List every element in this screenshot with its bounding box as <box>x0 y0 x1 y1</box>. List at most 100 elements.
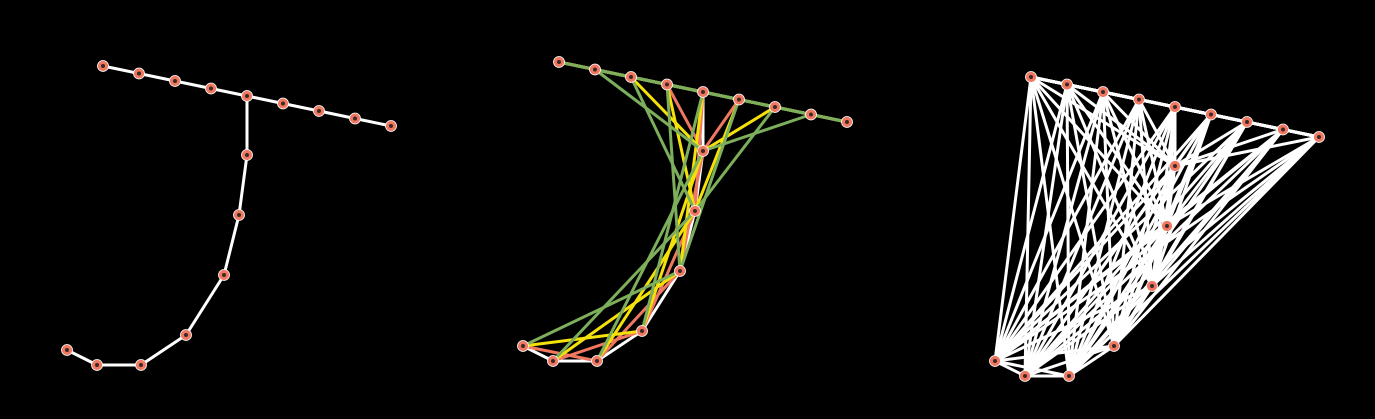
node-center <box>173 79 177 83</box>
edge <box>281 102 321 113</box>
edge <box>1067 135 1321 378</box>
edge-hop <box>521 329 644 348</box>
edge-hop <box>693 105 777 213</box>
node-center <box>281 101 285 106</box>
edge-hop <box>701 105 777 153</box>
node-center <box>222 273 226 277</box>
node-center <box>139 363 143 367</box>
node-center <box>209 86 213 91</box>
edge <box>993 98 1141 363</box>
node-center <box>773 105 777 109</box>
node-center <box>1067 374 1071 378</box>
edge <box>1150 113 1213 288</box>
node-center <box>353 116 357 121</box>
edge <box>184 273 226 337</box>
edge <box>1112 128 1285 348</box>
edge <box>1023 164 1177 378</box>
node-center <box>678 269 682 273</box>
edge-hop <box>678 98 741 273</box>
edge <box>245 94 285 105</box>
edge <box>993 90 1105 363</box>
node-center <box>593 67 597 72</box>
node-center <box>1137 97 1141 102</box>
edge <box>317 109 357 120</box>
edge <box>993 164 1177 363</box>
khop-graph <box>517 56 853 367</box>
edge-hop <box>701 98 741 153</box>
edge <box>1112 284 1154 348</box>
complete-graph <box>989 71 1325 382</box>
node-center <box>389 124 393 128</box>
node-center <box>845 120 849 124</box>
edge <box>993 83 1069 363</box>
edge <box>137 72 177 83</box>
edge <box>1173 120 1249 168</box>
edge-hop <box>595 329 644 363</box>
node-center <box>737 97 741 102</box>
edge <box>993 284 1154 363</box>
node-center <box>184 333 188 337</box>
node-center <box>1209 112 1213 117</box>
node-center <box>1023 374 1027 378</box>
node-center <box>1245 120 1249 124</box>
edge-hop <box>551 269 682 363</box>
node-center <box>993 359 997 363</box>
edge <box>1067 344 1116 378</box>
edge-hop <box>551 209 697 363</box>
edge <box>1173 128 1285 168</box>
node-center <box>65 348 69 352</box>
node-center <box>1317 135 1321 139</box>
edge <box>209 87 249 98</box>
tree-graph <box>61 60 397 371</box>
edge <box>1165 135 1321 228</box>
node-center <box>317 109 321 113</box>
edge <box>1150 224 1169 288</box>
edge <box>1173 135 1321 168</box>
node-center <box>95 363 99 367</box>
node-center <box>1173 105 1177 109</box>
node-center <box>665 82 669 87</box>
node-center <box>1112 344 1116 348</box>
edge <box>1067 284 1154 378</box>
edge-hop <box>595 149 705 363</box>
node-center <box>521 344 525 348</box>
node-center <box>701 149 705 153</box>
edge <box>993 105 1177 363</box>
node-center <box>693 209 697 213</box>
node-center <box>1065 82 1069 87</box>
edge-hop <box>521 269 682 348</box>
node-center <box>237 213 241 217</box>
edge <box>1023 135 1321 378</box>
edge <box>993 344 1116 363</box>
node-center <box>595 359 599 363</box>
node-center <box>1165 224 1169 228</box>
node-center <box>809 112 813 117</box>
node-center <box>101 64 105 68</box>
edge <box>101 64 141 75</box>
edge <box>1112 135 1321 348</box>
edge-hop <box>640 149 705 333</box>
node-center <box>137 71 141 76</box>
edge-hop <box>665 83 682 273</box>
edge <box>993 359 1071 378</box>
edge-hop <box>701 113 813 153</box>
edge <box>222 213 241 277</box>
edge <box>993 75 1033 363</box>
edge <box>1112 224 1169 348</box>
node-center <box>557 60 561 64</box>
node-center <box>1150 284 1154 288</box>
node-center <box>245 94 249 98</box>
node-center <box>551 359 555 363</box>
edge <box>1023 284 1154 378</box>
node-center <box>1029 75 1033 79</box>
edge <box>173 79 213 90</box>
edge-hop <box>593 68 705 153</box>
edge <box>353 117 393 128</box>
node-center <box>1173 164 1177 168</box>
node-center <box>701 90 705 94</box>
edge <box>993 224 1169 363</box>
edge <box>1023 224 1169 378</box>
edge <box>1067 164 1177 378</box>
node-center <box>640 329 644 333</box>
